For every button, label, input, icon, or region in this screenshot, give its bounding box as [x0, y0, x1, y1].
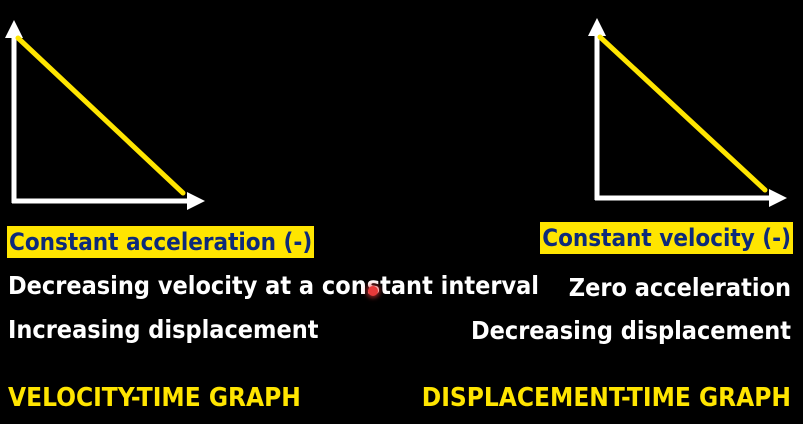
vt-highlight-label: Constant acceleration (-) — [7, 226, 315, 258]
velocity-time-graph — [5, 20, 205, 210]
vt-description-line-1: Decreasing velocity at a constant interv… — [8, 271, 540, 300]
displacement-time-graph — [588, 18, 787, 207]
dt-description-line-1: Zero acceleration — [568, 273, 791, 302]
dt-y-arrowhead — [588, 18, 606, 36]
vt-line — [15, 35, 186, 196]
dt-highlight-label: Constant velocity (-) — [540, 222, 793, 254]
vt-y-arrowhead — [5, 20, 23, 38]
vt-x-arrowhead — [187, 192, 205, 210]
dt-description-line-2: Decreasing displacement — [470, 316, 791, 345]
vt-graph-title: VELOCITY-TIME GRAPH — [8, 383, 301, 413]
dt-graph-title: DISPLACEMENT-TIME GRAPH — [421, 383, 791, 413]
pointer-cursor — [368, 286, 378, 296]
dt-line — [597, 34, 768, 193]
dt-x-arrowhead — [769, 189, 787, 207]
vt-description-line-2: Increasing displacement — [8, 315, 319, 344]
